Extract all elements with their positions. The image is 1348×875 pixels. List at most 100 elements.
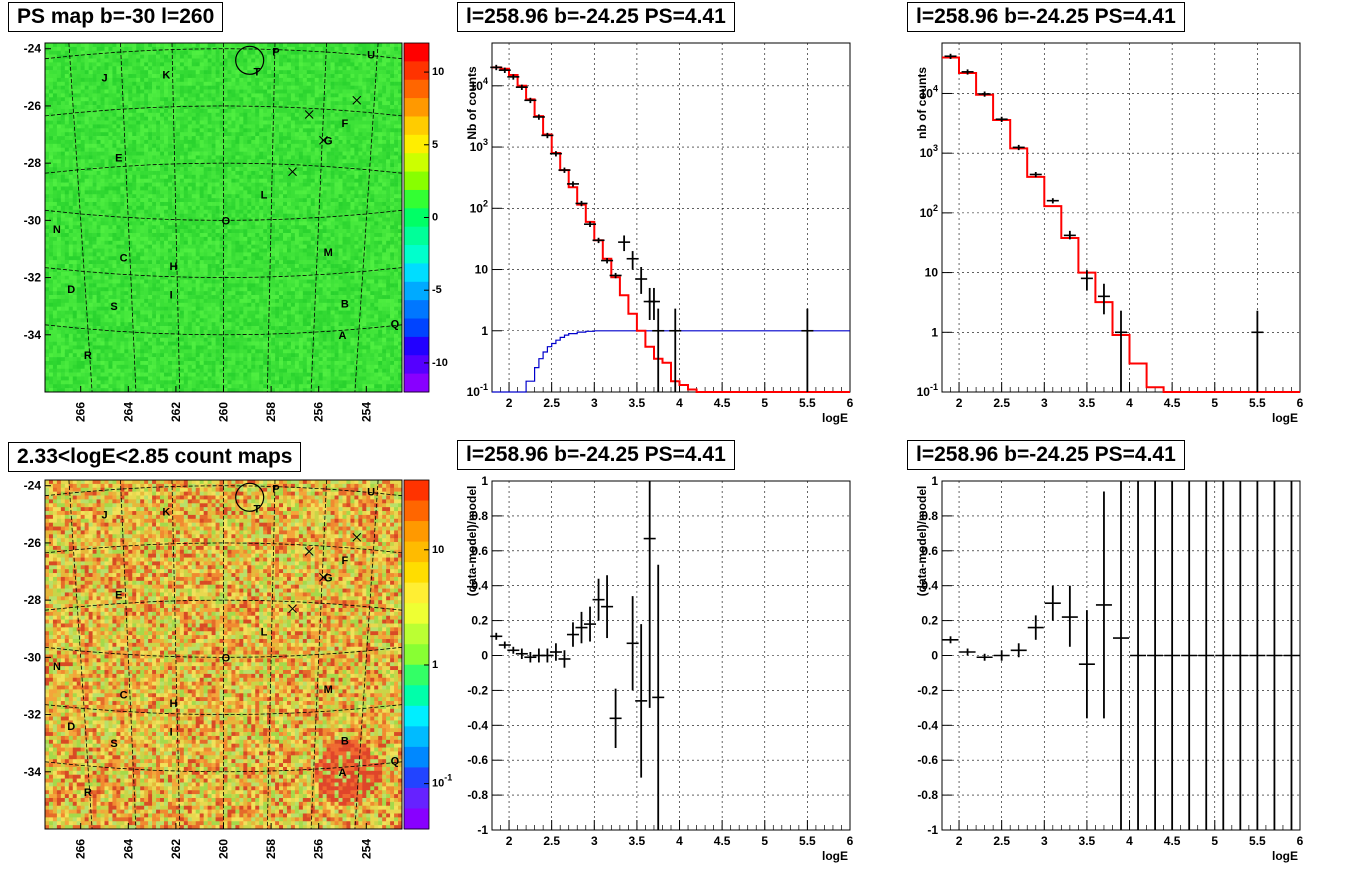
x-tick-label: 258 — [264, 839, 278, 859]
x-tick-label: 262 — [169, 402, 183, 422]
map_bottom-colorbar-cell — [404, 623, 429, 645]
map_bottom-meridian — [310, 479, 327, 830]
x-tick-label: 4.5 — [714, 396, 731, 410]
spec_top-plot — [490, 42, 851, 393]
y-tick-label: -0.6 — [917, 753, 938, 767]
source-label: G — [324, 572, 333, 584]
source-label: N — [53, 224, 61, 236]
y-tick-label: 0.4 — [921, 579, 938, 593]
y-tick-label: 0.2 — [471, 614, 488, 628]
map_top-colorbar-cell — [404, 171, 429, 191]
x-tick-label: 4.5 — [1164, 396, 1181, 410]
exposure-step-line — [492, 330, 850, 393]
source-label: F — [342, 118, 349, 130]
x-tick-label: 2 — [956, 834, 963, 848]
x-tick-label: 5 — [761, 396, 768, 410]
map_bottom-colorbar-cell — [404, 500, 429, 522]
map_bottom-colorbar-cell — [404, 603, 429, 625]
map_bottom-colorbar-cell — [404, 787, 429, 809]
y-axis-label: (data-model)/model — [465, 486, 479, 597]
map_top-colorbar-cell — [404, 43, 429, 62]
y-tick-label: 0.4 — [471, 579, 488, 593]
x-tick-label: 4.5 — [1164, 834, 1181, 848]
source-label: B — [341, 735, 349, 747]
x-tick-label: 266 — [74, 402, 88, 422]
source-label: A — [339, 767, 347, 779]
map-bottom-title: 2.33<logE<2.85 count maps — [8, 442, 302, 472]
map_top-colorbar-cell — [404, 98, 429, 117]
y-tick-label: -28 — [24, 593, 42, 607]
x-tick-label: 5.5 — [799, 396, 816, 410]
map_top-colorbar-cell — [404, 189, 429, 209]
map_bottom-colorbar-cell — [404, 808, 429, 830]
y-tick-label: -30 — [24, 213, 42, 227]
target-circle — [235, 45, 265, 75]
source-label: L — [261, 627, 268, 639]
source-label: B — [341, 298, 349, 310]
colorbar-tick-label: 0 — [432, 212, 438, 224]
x-tick-label: 5.5 — [1249, 834, 1266, 848]
cross-marker — [319, 135, 328, 145]
y-tick-label: -34 — [24, 765, 42, 779]
y-tick-label: 0.8 — [471, 509, 488, 523]
x-tick-label: 5.5 — [1249, 396, 1266, 410]
source-label: J — [101, 72, 107, 84]
map_top-colorbar-cell — [404, 373, 429, 393]
x-tick-label: 254 — [359, 402, 373, 422]
x-tick-label: 254 — [359, 839, 373, 859]
source-label: D — [67, 284, 75, 296]
x-tick-label: 5 — [1211, 834, 1218, 848]
y-tick-label: 1 — [481, 324, 488, 338]
x-tick-label: 260 — [217, 839, 231, 859]
source-label: M — [324, 684, 333, 696]
map_top-colorbar-cell — [404, 208, 429, 228]
x-tick-label: 6 — [847, 834, 854, 848]
map-top-title: PS map b=-30 l=260 — [8, 2, 224, 32]
map_bottom-plot — [44, 479, 430, 830]
map_top-parallel — [44, 162, 403, 174]
x-tick-label: 3.5 — [629, 834, 646, 848]
map_top-parallel — [44, 324, 403, 336]
map_top-parallel — [44, 48, 403, 60]
spec_top2-plot — [941, 42, 1301, 393]
x-tick-label: 4 — [1126, 396, 1133, 410]
x-tick-label: 3 — [1041, 834, 1048, 848]
y-tick-label: 10-1 — [917, 382, 938, 399]
x-tick-label: 3.5 — [1079, 396, 1096, 410]
map_top-colorbar-cell — [404, 355, 429, 375]
source-label: H — [170, 698, 178, 710]
y-tick-label: -1 — [477, 823, 488, 837]
source-label: R — [84, 787, 92, 799]
residual-left-title: l=258.96 b=-24.25 PS=4.41 — [457, 440, 735, 470]
x-tick-label: 256 — [312, 402, 326, 422]
map_bottom-colorbar-cell — [404, 480, 429, 502]
map_bottom-parallel — [44, 704, 403, 716]
map_top-colorbar-cell — [404, 245, 429, 264]
x-tick-label: 6 — [1297, 396, 1304, 410]
source-label: C — [120, 253, 128, 265]
x-axis-label: logE — [1272, 411, 1298, 425]
map_bottom-colorbar-cell — [404, 664, 429, 686]
y-tick-label: -32 — [24, 708, 42, 722]
colorbar-tick-label: 10-1 — [432, 773, 452, 790]
source-label: H — [170, 261, 178, 273]
y-tick-label: 10-1 — [467, 382, 488, 399]
map_bottom-colorbar-cell — [404, 582, 429, 604]
y-axis-label: Nb of counts — [465, 66, 479, 140]
x-tick-label: 3 — [591, 834, 598, 848]
y-tick-label: -26 — [24, 99, 42, 113]
source-label: S — [110, 301, 117, 313]
map_top-parallel — [44, 105, 403, 117]
map_bottom-colorbar-cell — [404, 705, 429, 727]
x-tick-label: 6 — [847, 396, 854, 410]
map_top-colorbar-cell — [404, 79, 429, 99]
x-axis-label: logE — [1272, 849, 1298, 863]
colorbar-tick-label: 10 — [432, 66, 444, 78]
resid_1-plot — [490, 480, 851, 831]
cross-marker — [352, 95, 362, 105]
y-tick-label: -0.4 — [467, 718, 488, 732]
y-tick-label: 0 — [931, 649, 938, 663]
y-tick-label: 10 — [475, 263, 489, 277]
source-label: O — [222, 215, 231, 227]
